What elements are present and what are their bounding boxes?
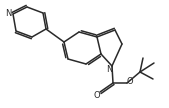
Text: N: N: [106, 65, 112, 74]
Text: N: N: [5, 9, 11, 17]
Text: O: O: [94, 91, 100, 99]
Text: O: O: [127, 76, 133, 86]
